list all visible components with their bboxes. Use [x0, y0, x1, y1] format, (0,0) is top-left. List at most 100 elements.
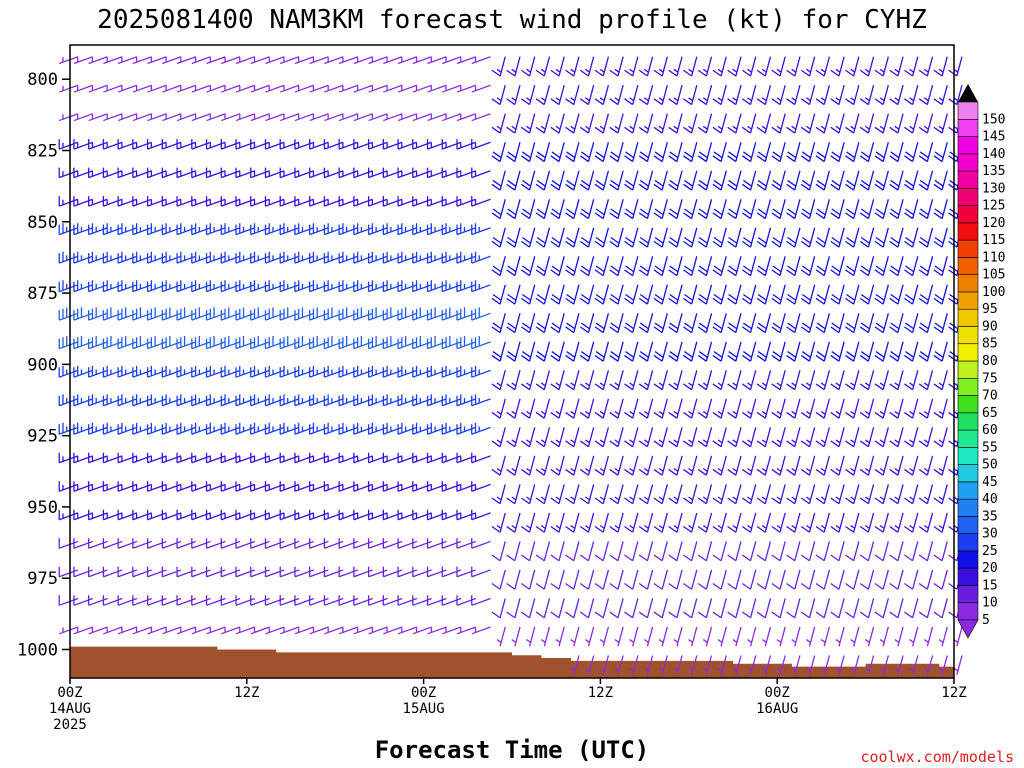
barb-feather — [860, 293, 870, 301]
barb-feather — [933, 326, 943, 334]
wind-barb — [250, 280, 270, 293]
wind-barb — [132, 139, 152, 150]
barb-feather — [579, 69, 589, 77]
barb-feather — [535, 468, 545, 476]
barb-staff — [191, 398, 211, 407]
wind-barb — [426, 251, 447, 264]
wind-barb — [264, 196, 285, 207]
barb-staff — [132, 398, 152, 407]
barb-half-feather — [938, 410, 944, 415]
barb-staff — [499, 370, 506, 390]
barb-staff — [442, 141, 462, 150]
barb-half-feather — [820, 97, 826, 102]
barb-staff — [897, 569, 904, 590]
wind-barb — [132, 394, 152, 407]
wind-barb — [786, 398, 801, 419]
barb-staff — [383, 483, 403, 492]
barb-feather — [492, 351, 502, 358]
barb-staff — [617, 313, 624, 333]
wind-barb — [58, 509, 79, 521]
wind-barb — [889, 341, 904, 362]
wind-barb — [629, 626, 639, 647]
wind-barb — [382, 335, 403, 350]
barb-staff — [221, 540, 241, 549]
barb-feather — [800, 183, 810, 191]
wind-barb — [456, 307, 477, 321]
barb-staff — [661, 598, 668, 618]
barb-staff — [823, 227, 831, 248]
wind-barb — [205, 335, 226, 350]
barb-feather — [684, 265, 694, 273]
barb-feather — [550, 69, 560, 77]
barb-staff — [882, 541, 889, 561]
barb-staff — [853, 284, 860, 305]
barb-staff — [838, 56, 845, 77]
wind-barb — [191, 365, 211, 378]
barb-staff — [117, 312, 138, 321]
barb-staff — [471, 227, 491, 236]
barb-half-feather — [629, 524, 635, 529]
barb-feather — [933, 69, 943, 77]
barb-staff — [911, 484, 919, 504]
wind-barb — [471, 251, 491, 264]
barb-feather — [918, 98, 928, 106]
barb-half-feather — [688, 382, 694, 387]
barb-staff — [235, 284, 256, 293]
barb-staff — [617, 85, 624, 105]
wind-barb — [830, 313, 845, 334]
barb-staff — [191, 198, 211, 207]
wind-barb — [368, 626, 388, 635]
wind-barb — [845, 484, 860, 505]
barb-staff — [779, 655, 786, 675]
barb-staff — [427, 198, 447, 207]
wind-barb — [791, 626, 801, 647]
barb-staff — [412, 426, 432, 435]
wind-barb — [506, 484, 521, 505]
wind-barb — [491, 484, 506, 505]
barb-staff — [897, 398, 904, 419]
barb-staff — [941, 227, 948, 248]
wind-barb — [471, 452, 491, 464]
barb-staff — [353, 141, 373, 150]
wind-barb — [279, 251, 300, 264]
wind-barb — [161, 365, 182, 378]
barb-feather — [535, 212, 545, 220]
wind-barb — [264, 139, 285, 150]
wind-barb — [506, 85, 521, 106]
barb-staff — [573, 541, 580, 561]
barb-feather — [653, 525, 663, 533]
barb-feather — [550, 326, 560, 334]
wind-barb — [845, 56, 860, 77]
barb-feather — [697, 269, 707, 277]
barb-staff — [911, 455, 919, 476]
barb-staff — [324, 255, 344, 264]
barb-staff — [427, 227, 447, 236]
barb-staff — [882, 427, 889, 447]
barb-feather — [579, 126, 589, 134]
barb-feather — [638, 126, 648, 134]
barb-staff — [587, 142, 595, 162]
wind-barb — [353, 422, 373, 435]
wind-barb — [491, 569, 506, 590]
wind-barb — [382, 394, 403, 407]
barb-feather — [610, 179, 620, 187]
barb-half-feather — [806, 97, 811, 102]
barb-feather — [816, 293, 826, 301]
wind-barb — [323, 365, 344, 378]
wind-barb — [146, 422, 167, 435]
barb-feather — [815, 212, 825, 220]
wind-barb — [520, 341, 536, 362]
barb-staff — [499, 398, 506, 419]
barb-feather — [845, 98, 855, 106]
barb-feather — [551, 265, 561, 273]
wind-barb — [73, 394, 93, 407]
barb-staff — [764, 341, 772, 362]
wind-barb — [250, 394, 270, 407]
wind-barb — [550, 142, 565, 163]
wind-barb — [727, 170, 742, 191]
barb-staff — [324, 398, 344, 407]
barb-staff — [58, 312, 79, 321]
barb-half-feather — [894, 97, 900, 102]
wind-barb — [279, 113, 300, 122]
wind-barb — [382, 167, 403, 179]
